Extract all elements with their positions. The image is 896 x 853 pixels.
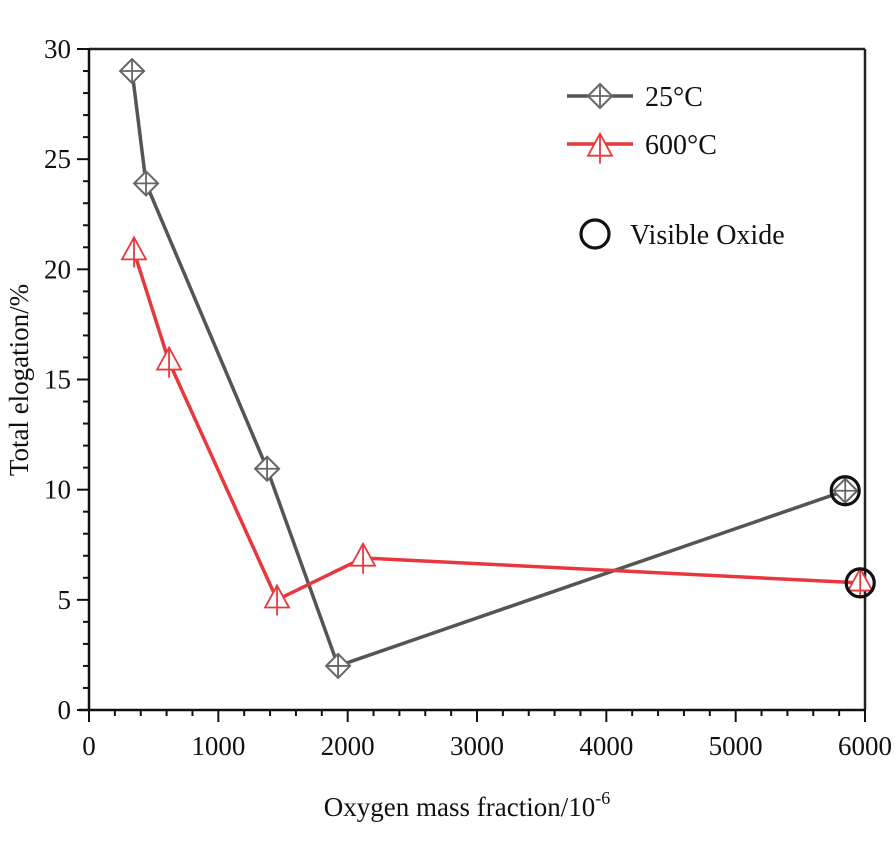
data-point (831, 477, 859, 505)
series-line (132, 251, 861, 602)
y-tick-label: 0 (58, 695, 72, 725)
data-point (349, 541, 377, 574)
x-tick-label: 1000 (191, 731, 245, 761)
x-tick-label: 3000 (450, 731, 504, 761)
data-point (324, 652, 352, 680)
legend-label: Visible Oxide (630, 220, 785, 251)
visible-oxide-circle (844, 567, 876, 599)
x-axis-title-superscript: -6 (595, 788, 610, 808)
data-point (132, 169, 160, 197)
y-tick-label: 25 (44, 144, 71, 174)
legend-label: 25°C (645, 82, 703, 113)
x-tick-label: 2000 (321, 731, 375, 761)
legend-marker (586, 131, 614, 164)
data-point (118, 57, 146, 85)
y-axis-title: Total elogation/% (4, 284, 34, 476)
legend-entry-25c: 25°C (567, 82, 703, 113)
data-point (253, 455, 281, 483)
series-layer (118, 57, 876, 680)
data-point (263, 583, 291, 616)
x-axis-title: Oxygen mass fraction/10-6 (324, 788, 610, 822)
legend: 25°C 600°C Visible Oxide (567, 82, 785, 251)
x-axis-ticks: 0 1000 2000 3000 4000 5000 6000 (82, 710, 892, 761)
y-tick-label: 10 (44, 475, 71, 505)
x-axis-title-text: Oxygen mass fraction/10 (324, 792, 595, 822)
legend-circle-icon (579, 218, 611, 250)
legend-entry-600c: 600°C (567, 130, 717, 164)
x-tick-label: 5000 (709, 731, 763, 761)
series-600c (120, 235, 874, 616)
y-tick-label: 5 (58, 585, 72, 615)
x-tick-label: 4000 (579, 731, 633, 761)
legend-entry-visible-oxide: Visible Oxide (579, 218, 785, 251)
y-tick-label: 20 (44, 254, 71, 284)
y-tick-label: 15 (44, 365, 71, 395)
y-tick-label: 30 (44, 34, 71, 64)
legend-marker (586, 82, 614, 110)
data-point (846, 566, 874, 599)
data-point (120, 235, 148, 268)
x-tick-label: 0 (82, 731, 96, 761)
y-axis-ticks: 0 5 10 15 20 25 30 (44, 34, 89, 725)
series-25c (118, 57, 859, 680)
x-tick-label: 6000 (838, 731, 892, 761)
plot-frame (79, 47, 867, 712)
legend-label: 600°C (645, 130, 717, 161)
visible-oxide-circle (829, 475, 861, 507)
data-point (155, 345, 183, 378)
